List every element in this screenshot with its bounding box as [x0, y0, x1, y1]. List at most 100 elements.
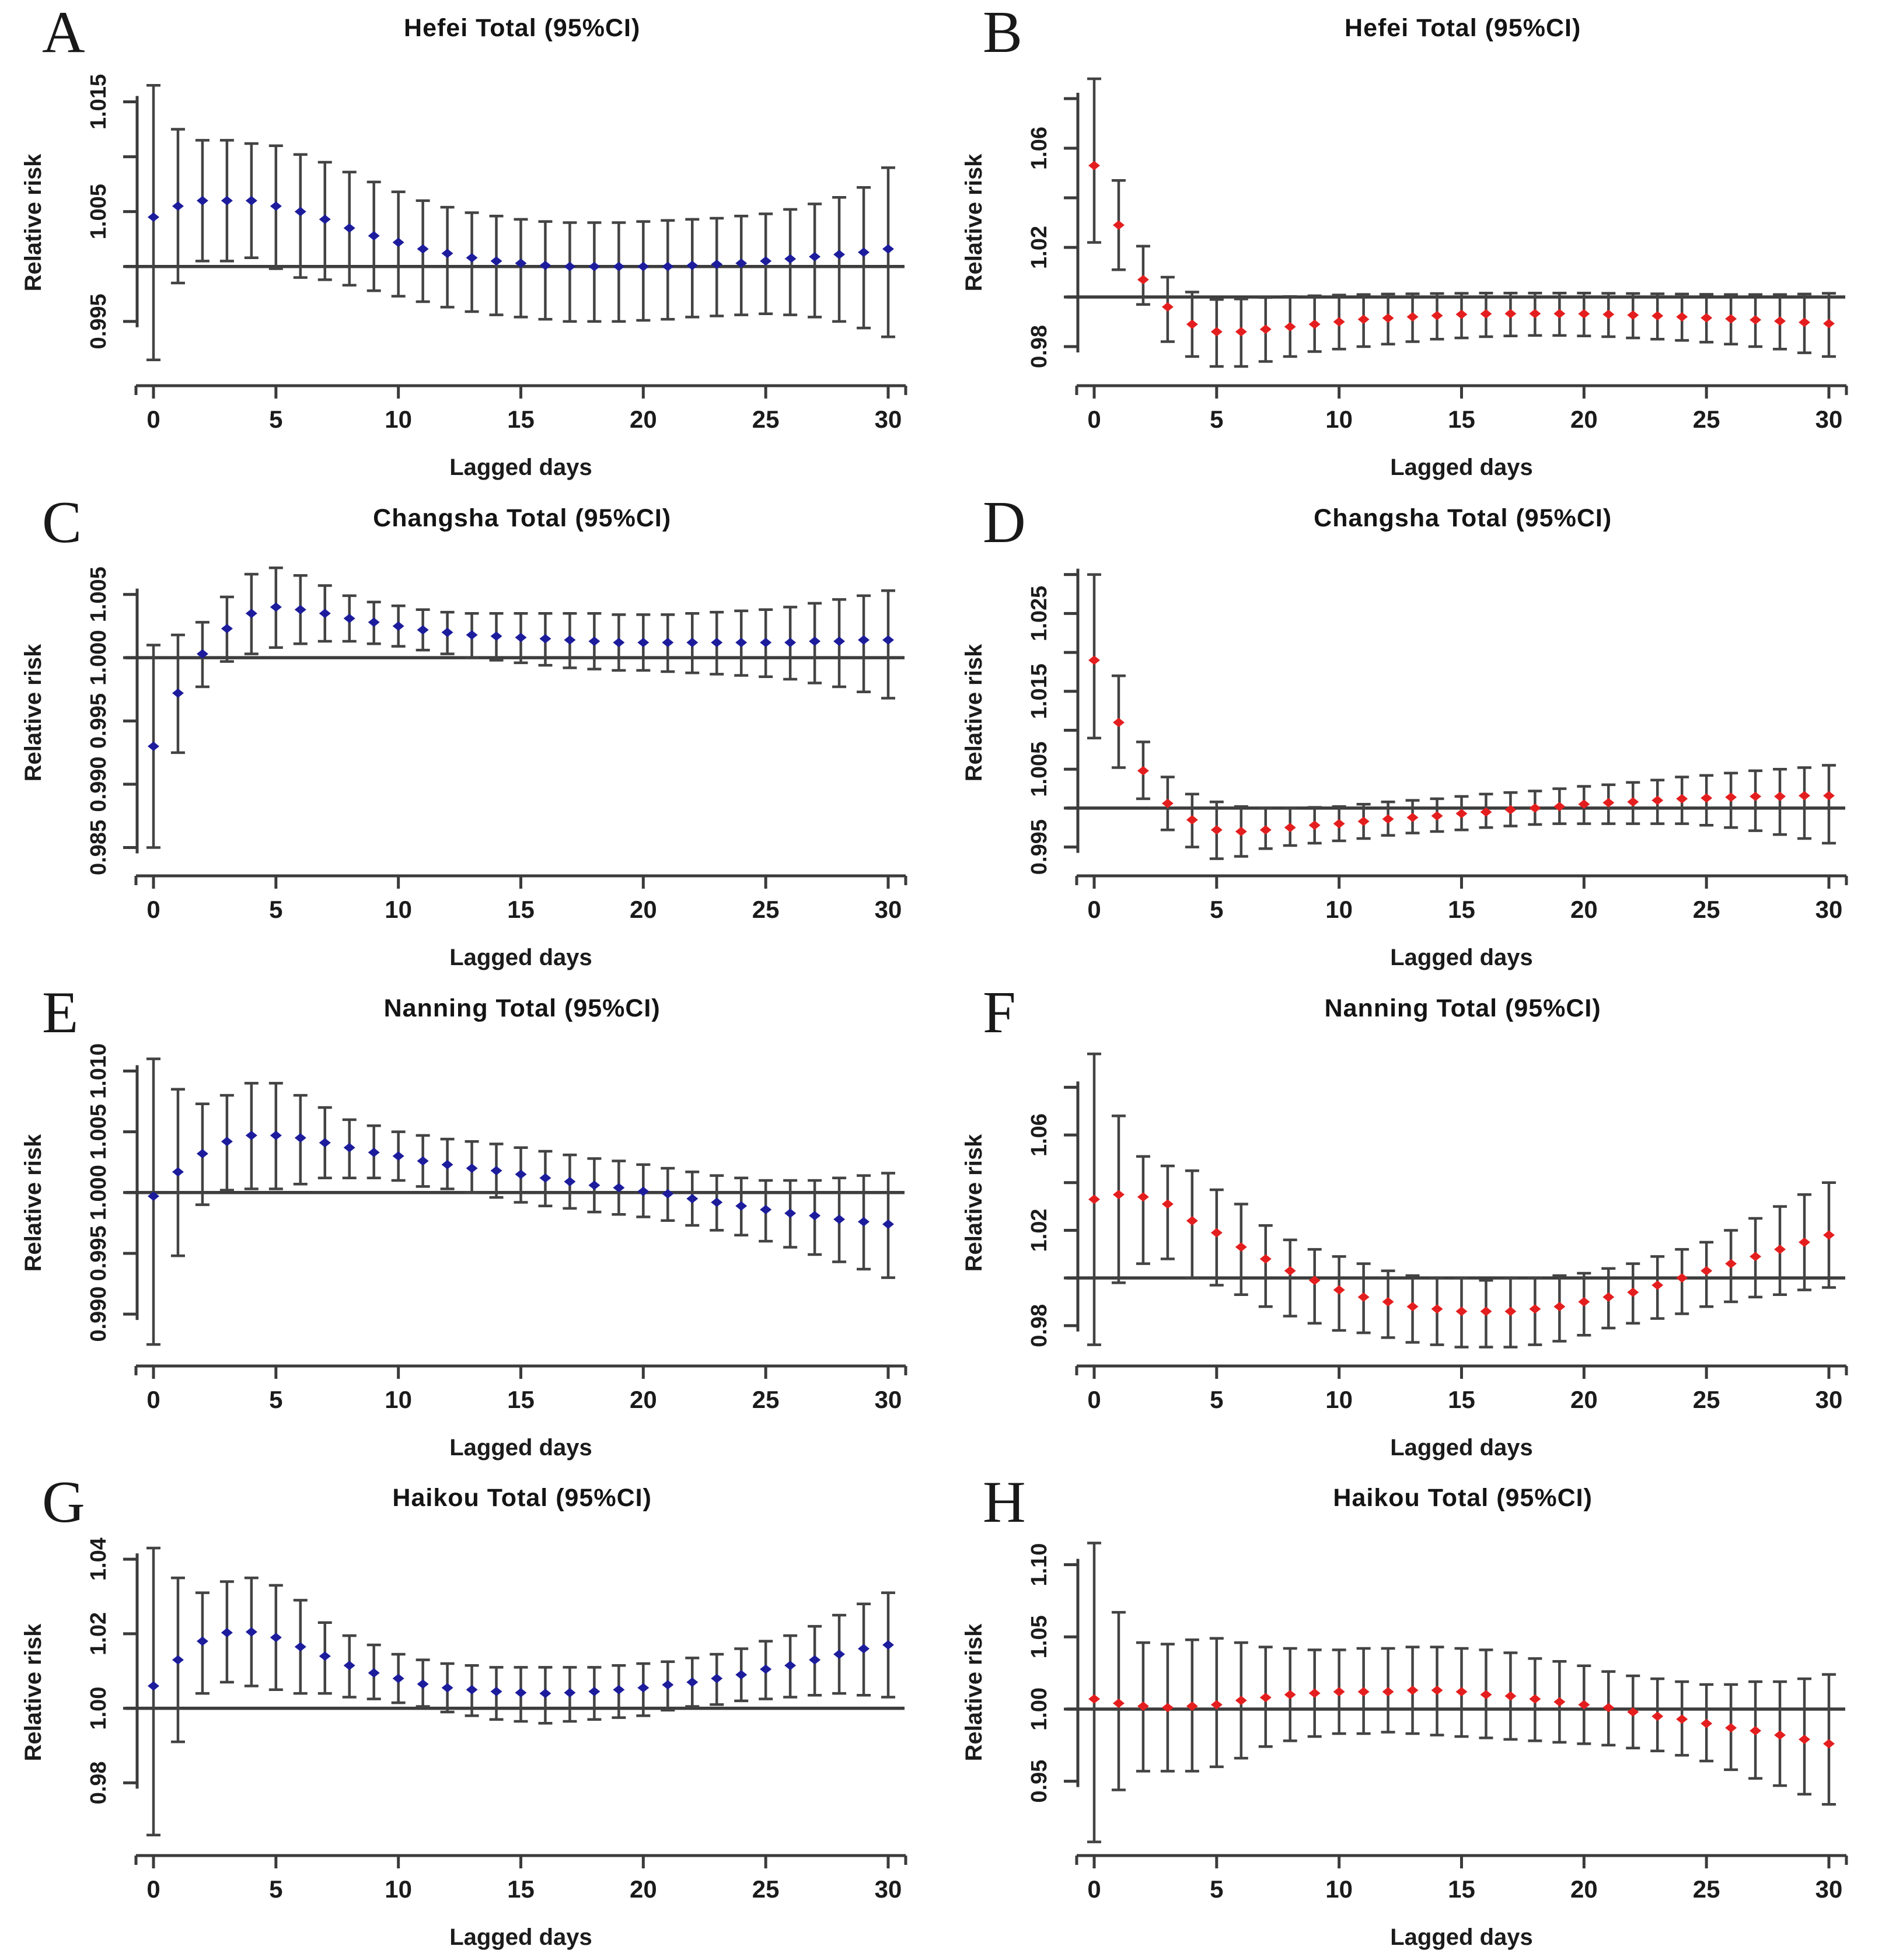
x-tick-label: 0 — [146, 1875, 160, 1903]
y-tick-label: 0.995 — [86, 1225, 111, 1281]
panel-title: Hefei Total (95%CI) — [1345, 14, 1581, 42]
x-tick-label: 10 — [385, 1875, 412, 1903]
y-axis: 0.98 1.00 1.02 1.04 — [86, 1538, 139, 1804]
x-tick-label: 30 — [875, 406, 902, 433]
panel-hefei-blue: A Hefei Total (95%CI) 0.995 1.005 1.015 0 5 1… — [0, 0, 941, 490]
x-axis-label: Lagged days — [1390, 945, 1533, 970]
x-axis: 0 5 10 15 20 25 30 — [1075, 874, 1848, 923]
x-tick-label: 0 — [146, 1386, 160, 1413]
x-tick-label: 15 — [507, 1875, 535, 1903]
x-tick-label: 0 — [1087, 1386, 1101, 1413]
x-axis: 0 5 10 15 20 25 30 — [134, 1364, 907, 1413]
panel-changsha-red: D Changsha Total (95%CI) 0.995 1.005 1.015… — [941, 490, 1881, 980]
y-axis: 0.990 0.995 1.000 1.005 1.010 — [86, 1043, 139, 1342]
x-axis-label: Lagged days — [1390, 1924, 1533, 1950]
y-axis-label: Relative risk — [20, 1623, 46, 1761]
x-axis: 0 5 10 15 20 25 30 — [134, 1854, 907, 1903]
x-tick-label: 25 — [752, 406, 780, 433]
x-axis-label: Lagged days — [449, 1435, 592, 1461]
x-axis: 0 5 10 15 20 25 30 — [1075, 384, 1848, 433]
y-tick-label: 1.06 — [1027, 1113, 1052, 1157]
panel-title: Haikou Total (95%CI) — [1333, 1484, 1593, 1512]
x-tick-label: 20 — [630, 1386, 657, 1413]
x-tick-label: 20 — [1570, 1386, 1598, 1413]
x-tick-label: 25 — [752, 1386, 780, 1413]
y-tick-label: 1.05 — [1027, 1615, 1052, 1658]
y-tick-label: 0.995 — [86, 693, 111, 749]
x-tick-label: 20 — [1570, 1875, 1598, 1903]
y-axis: 0.95 1.00 1.05 1.10 — [1027, 1543, 1080, 1803]
x-tick-label: 0 — [1087, 1875, 1101, 1903]
chart-hefei-blue: 0.995 1.005 1.015 0 5 10 15 20 25 30 Lagged days Re… — [20, 74, 907, 480]
y-tick-label: 1.02 — [86, 1612, 111, 1655]
x-tick-label: 20 — [1570, 896, 1598, 923]
panel-title: Nanning Total (95%CI) — [1324, 994, 1601, 1022]
y-tick-label: 1.025 — [1027, 586, 1052, 641]
panel-title: Hefei Total (95%CI) — [404, 14, 641, 42]
x-tick-label: 25 — [1693, 1386, 1720, 1413]
y-tick-label: 0.98 — [86, 1761, 111, 1804]
y-axis-label: Relative risk — [961, 1134, 987, 1271]
x-tick-label: 30 — [1815, 896, 1843, 923]
y-tick-label: 1.00 — [1027, 1688, 1052, 1731]
chart-haikou-red: 0.95 1.00 1.05 1.10 0 5 10 15 20 25 30 Lagged days R… — [961, 1542, 1848, 1950]
x-tick-label: 0 — [146, 896, 160, 923]
y-tick-label: 0.985 — [86, 820, 111, 875]
chart-changsha-red: 0.995 1.005 1.015 1.025 0 5 10 15 20 25 30 Lagged d… — [961, 568, 1848, 970]
y-tick-label: 0.95 — [1027, 1760, 1052, 1803]
x-tick-label: 10 — [385, 896, 412, 923]
chart-nanning-red: 0.98 1.02 1.06 0 5 10 15 20 25 30 Lagged days Relat… — [961, 1052, 1848, 1461]
y-tick-label: 1.005 — [86, 1104, 111, 1159]
x-tick-label: 30 — [1815, 1875, 1843, 1903]
y-tick-label: 1.02 — [1027, 1208, 1052, 1252]
y-tick-label: 0.98 — [1027, 1304, 1052, 1347]
y-tick-label: 1.005 — [86, 567, 111, 622]
x-tick-label: 25 — [752, 896, 780, 923]
y-axis-label: Relative risk — [961, 1623, 987, 1761]
data-points — [148, 1130, 894, 1229]
data-points — [1088, 655, 1835, 836]
y-tick-label: 0.995 — [1027, 819, 1052, 875]
error-bars — [146, 1057, 895, 1346]
y-axis: 0.98 1.02 1.06 — [1027, 93, 1080, 368]
y-tick-label: 1.00 — [86, 1687, 111, 1730]
y-tick-label: 0.98 — [1027, 325, 1052, 368]
x-tick-label: 5 — [269, 1386, 282, 1413]
x-tick-label: 30 — [1815, 1386, 1843, 1413]
error-bars — [146, 566, 895, 849]
x-tick-label: 10 — [385, 1386, 412, 1413]
x-axis-label: Lagged days — [449, 945, 592, 970]
x-tick-label: 10 — [1325, 406, 1353, 433]
panel-title: Changsha Total (95%CI) — [1314, 504, 1612, 532]
x-axis-label: Lagged days — [1390, 455, 1533, 480]
panel-nanning-blue: E Nanning Total (95%CI) 0.990 0.995 1.000 1… — [0, 980, 941, 1470]
y-axis: 0.985 0.990 0.995 1.000 1.005 — [86, 567, 139, 875]
data-points — [1088, 160, 1835, 337]
x-tick-label: 30 — [1815, 406, 1843, 433]
chart-changsha-blue: 0.985 0.990 0.995 1.000 1.005 0 5 10 15 20 25 30 Lag… — [20, 566, 907, 970]
x-tick-label: 30 — [875, 896, 902, 923]
y-axis-label: Relative risk — [961, 644, 987, 781]
y-axis-label: Relative risk — [961, 153, 987, 291]
panel-letter: H — [983, 1469, 1026, 1535]
y-tick-label: 1.000 — [86, 630, 111, 686]
x-tick-label: 5 — [269, 406, 282, 433]
y-tick-label: 1.10 — [1027, 1543, 1052, 1587]
x-tick-label: 25 — [1693, 406, 1720, 433]
panel-title: Changsha Total (95%CI) — [373, 504, 672, 532]
x-tick-label: 10 — [1325, 1386, 1353, 1413]
y-tick-label: 1.015 — [86, 74, 111, 130]
error-bars — [1087, 1052, 1836, 1348]
panel-nanning-red: F Nanning Total (95%CI) 0.98 1.02 1.06 0 5 10… — [941, 980, 1881, 1470]
x-axis: 0 5 10 15 20 25 30 — [1075, 1854, 1848, 1903]
y-tick-label: 1.010 — [86, 1043, 111, 1099]
error-bars — [146, 83, 895, 362]
x-axis: 0 5 10 15 20 25 30 — [134, 384, 907, 433]
x-tick-label: 15 — [507, 1386, 535, 1413]
data-points — [1088, 1190, 1835, 1316]
y-axis: 0.98 1.02 1.06 — [1027, 1081, 1080, 1347]
x-tick-label: 15 — [507, 406, 535, 433]
y-tick-label: 1.06 — [1027, 127, 1052, 170]
chart-hefei-red: 0.98 1.02 1.06 0 5 10 15 20 25 30 Lagged days Relat… — [961, 77, 1848, 480]
x-tick-label: 15 — [1448, 896, 1475, 923]
